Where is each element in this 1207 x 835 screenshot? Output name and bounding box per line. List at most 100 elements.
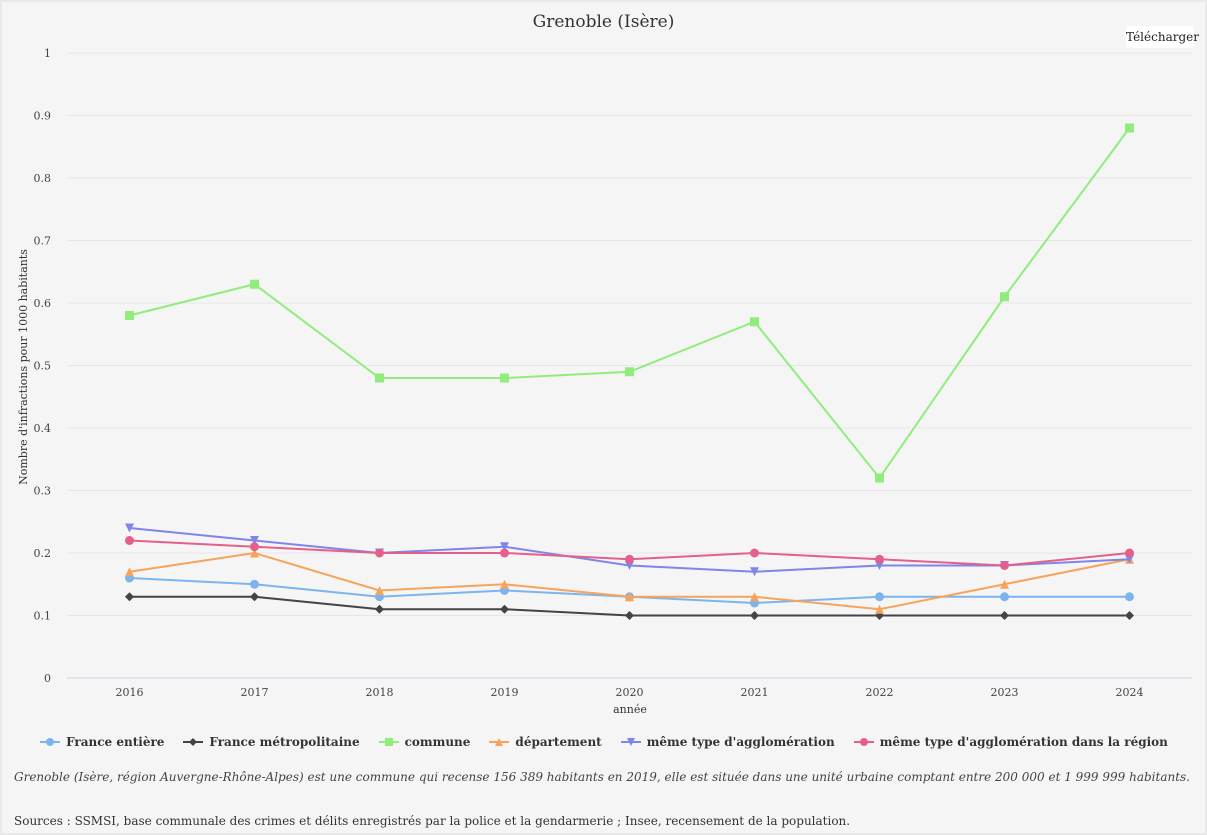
data-point[interactable] xyxy=(625,561,634,570)
legend-symbol xyxy=(620,738,641,746)
legend-label: France entière xyxy=(66,735,165,749)
data-point[interactable] xyxy=(375,586,384,595)
data-point[interactable] xyxy=(1125,611,1134,620)
x-tick-label: 2016 xyxy=(116,686,144,699)
x-tick-label: 2018 xyxy=(366,686,394,699)
data-point[interactable] xyxy=(625,592,634,602)
y-tick-label: 0.1 xyxy=(34,610,52,623)
data-point[interactable] xyxy=(750,567,759,577)
data-point[interactable] xyxy=(625,367,634,377)
y-tick-label: 0.7 xyxy=(34,235,52,248)
series-2 xyxy=(125,123,1134,483)
data-point[interactable] xyxy=(875,473,884,483)
legend-label: département xyxy=(515,735,602,749)
data-point[interactable] xyxy=(375,548,384,558)
data-point[interactable] xyxy=(250,579,259,589)
x-tick-label: 2023 xyxy=(991,686,1019,699)
x-tick-label: 2021 xyxy=(741,686,769,699)
legend: France entière France métropolitaine commu… xyxy=(2,735,1205,749)
data-point[interactable] xyxy=(375,604,384,614)
data-point[interactable] xyxy=(750,548,759,558)
data-point[interactable] xyxy=(625,554,634,564)
sources: Sources : SSMSI, base communale des crim… xyxy=(14,814,851,828)
data-point[interactable] xyxy=(125,567,134,577)
legend-item[interactable]: même type d'agglomération xyxy=(620,735,835,749)
data-point[interactable] xyxy=(1000,561,1009,570)
y-tick-label: 0 xyxy=(44,672,51,685)
data-point[interactable] xyxy=(250,279,259,289)
legend-item[interactable]: commune xyxy=(378,735,471,749)
x-tick-label: 2022 xyxy=(866,686,894,699)
data-point[interactable] xyxy=(500,542,509,552)
x-tick-label: 2019 xyxy=(491,686,519,699)
legend-symbol xyxy=(853,738,874,746)
data-point[interactable] xyxy=(875,592,884,602)
y-tick-label: 0.4 xyxy=(34,422,52,435)
series-group xyxy=(125,123,1134,620)
legend-symbol xyxy=(40,738,61,746)
data-point[interactable] xyxy=(750,611,759,620)
data-point[interactable] xyxy=(500,604,509,614)
data-point[interactable] xyxy=(250,542,259,552)
data-point[interactable] xyxy=(500,579,509,589)
data-point[interactable] xyxy=(125,592,134,602)
x-tick-label: 2024 xyxy=(1116,686,1144,699)
data-point[interactable] xyxy=(875,554,884,564)
y-tick-label: 1 xyxy=(44,47,51,60)
data-point[interactable] xyxy=(1000,292,1009,302)
data-point[interactable] xyxy=(875,561,884,570)
data-point[interactable] xyxy=(1125,554,1134,564)
legend-symbol xyxy=(378,738,399,746)
x-axis-ticks: 2016 2017 2018 2019 2020 2021 2022 2023 2024 xyxy=(116,686,1144,699)
download-button[interactable]: Télécharger xyxy=(1126,26,1199,48)
legend-label: commune xyxy=(404,735,471,749)
legend-item[interactable]: France entière xyxy=(39,735,164,749)
y-tick-label: 0.3 xyxy=(34,485,52,498)
y-axis-ticks: 0 0.1 0.2 0.3 0.4 0.5 0.6 0.7 0.8 0.9 1 xyxy=(34,47,52,685)
data-point[interactable] xyxy=(750,317,759,327)
data-point[interactable] xyxy=(625,611,634,620)
data-point[interactable] xyxy=(500,548,509,558)
data-point[interactable] xyxy=(250,536,259,545)
legend-item[interactable]: même type d'agglomération dans la région xyxy=(853,735,1168,749)
data-point[interactable] xyxy=(125,523,134,533)
chart-title: Grenoble (Isère) xyxy=(532,12,675,32)
data-point[interactable] xyxy=(1125,123,1134,133)
y-tick-label: 0.6 xyxy=(34,297,52,310)
grid xyxy=(67,52,1192,679)
data-point[interactable] xyxy=(1125,548,1134,558)
data-point[interactable] xyxy=(750,592,759,602)
x-tick-label: 2020 xyxy=(616,686,644,699)
data-point[interactable] xyxy=(1000,579,1009,589)
legend-label: France métropolitaine xyxy=(209,735,360,749)
data-point[interactable] xyxy=(125,536,134,545)
x-tick-label: 2017 xyxy=(241,686,269,699)
data-point[interactable] xyxy=(875,604,884,614)
y-tick-label: 0.8 xyxy=(34,172,52,185)
data-point[interactable] xyxy=(1000,611,1009,620)
y-tick-label: 0.2 xyxy=(34,547,52,560)
legend-label: même type d'agglomération xyxy=(646,735,835,749)
legend-symbol xyxy=(183,738,204,746)
data-point[interactable] xyxy=(250,592,259,602)
legend-symbol xyxy=(489,738,510,746)
series-5 xyxy=(125,536,1134,570)
x-axis-label: année xyxy=(613,703,647,716)
data-point[interactable] xyxy=(375,373,384,383)
legend-item[interactable]: département xyxy=(488,735,602,749)
series-1 xyxy=(125,592,1134,620)
data-point[interactable] xyxy=(1000,592,1009,602)
legend-item[interactable]: France métropolitaine xyxy=(182,735,360,749)
data-point[interactable] xyxy=(1125,592,1134,602)
data-point[interactable] xyxy=(500,373,509,383)
series-0 xyxy=(125,573,1134,608)
series-3 xyxy=(125,548,1134,614)
legend-label: même type d'agglomération dans la région xyxy=(879,735,1168,749)
line-chart: 00.10.20.30.40.50.60.70.80.91 2016 2017 20… xyxy=(17,47,1192,716)
y-tick-label: 0.5 xyxy=(34,360,52,373)
series-4 xyxy=(125,523,1134,577)
y-axis-label: Nombre d'infractions pour 1000 habitants xyxy=(17,249,30,485)
data-point[interactable] xyxy=(125,311,134,320)
data-point[interactable] xyxy=(250,548,259,558)
